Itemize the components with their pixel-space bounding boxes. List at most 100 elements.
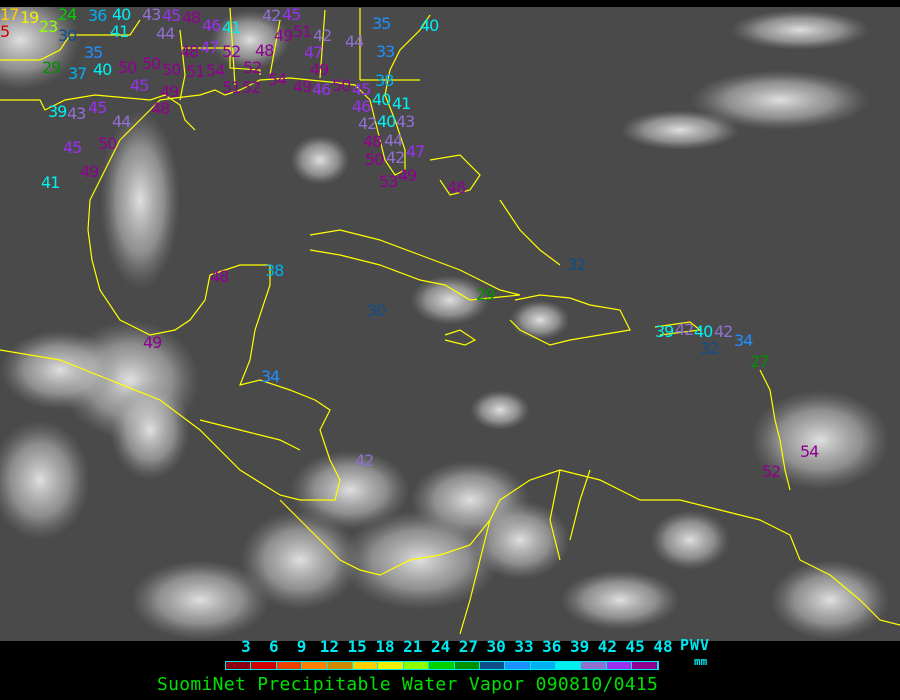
station-pwv-value: 41 xyxy=(110,22,129,41)
station-pwv-value: 52 xyxy=(222,42,241,61)
legend-tick: 21 xyxy=(403,637,423,656)
cloud xyxy=(770,560,890,640)
cloud-layer xyxy=(0,7,890,640)
station-pwv-value: 50 xyxy=(142,54,161,73)
cloud xyxy=(240,510,360,610)
cloud xyxy=(690,70,870,130)
cloud xyxy=(130,560,270,640)
station-pwv-value: 45 xyxy=(130,76,149,95)
legend-tick: 24 xyxy=(430,637,451,656)
station-pwv-value: 39 xyxy=(655,322,674,341)
station-pwv-value: 52 xyxy=(242,78,261,97)
legend-swatch xyxy=(556,662,582,669)
legend-tick: 30 xyxy=(486,637,506,656)
legend-tick: 45 xyxy=(625,637,645,656)
legend-tick: 3 xyxy=(241,637,251,656)
station-pwv-value: 50 xyxy=(98,134,117,153)
station-pwv-value: 53 xyxy=(379,172,398,191)
station-pwv-value: 34 xyxy=(734,331,753,350)
legend-color-bar xyxy=(225,661,659,670)
coastline xyxy=(0,139,341,501)
legend-tick: 48 xyxy=(653,637,673,656)
station-pwv-value: 30 xyxy=(58,26,77,45)
station-pwv-value: 45 xyxy=(282,7,301,24)
legend-swatch xyxy=(226,662,252,669)
station-pwv-value: 42 xyxy=(358,114,377,133)
station-pwv-value: 40 xyxy=(372,90,391,109)
cloud xyxy=(510,300,570,340)
pwv-color-legend: 3 6 9 12 15 18 21 24 27 30 33 36 39 42 45 48 PWV mm Suo… xyxy=(0,637,900,700)
cloud xyxy=(750,390,890,490)
station-pwv-value: 52 xyxy=(243,58,262,77)
cloud xyxy=(470,390,530,430)
coastline xyxy=(654,321,702,336)
legend-swatch xyxy=(454,662,480,669)
legend-swatch xyxy=(479,662,506,669)
station-pwv-value: 49 xyxy=(398,166,417,185)
station-pwv-value: 54 xyxy=(800,442,819,461)
station-pwv-value: 50 xyxy=(162,60,181,79)
station-pwv-value: 51 xyxy=(186,62,205,81)
station-pwv-value: 45 xyxy=(352,80,371,99)
station-pwv-value: 50 xyxy=(332,76,351,95)
station-pwv-value: 48 xyxy=(210,267,229,286)
station-pwv-value: 42 xyxy=(262,7,281,25)
station-pwv-value: 46 xyxy=(312,80,331,99)
station-pwv-value: 45 xyxy=(162,7,181,25)
legend-swatch xyxy=(302,662,328,669)
coastline xyxy=(444,329,477,346)
coastline xyxy=(759,369,791,491)
legend-swatch xyxy=(606,662,633,669)
station-pwv-value: 48 xyxy=(180,42,199,61)
station-pwv-value: 49 xyxy=(80,162,99,181)
coastline xyxy=(199,419,301,451)
legend-swatch xyxy=(378,662,404,669)
cloud xyxy=(560,570,680,630)
cloud xyxy=(0,420,90,540)
station-pwv-value: 47 xyxy=(304,43,323,62)
station-pwv-value: 41 xyxy=(392,94,411,113)
legend-swatch xyxy=(403,662,430,669)
station-pwv-value: 42 xyxy=(675,320,694,339)
station-pwv-value: 51 xyxy=(293,22,312,41)
legend-swatch xyxy=(632,662,658,669)
station-pwv-value: 40 xyxy=(112,7,131,24)
station-pwv-value: 54 xyxy=(206,61,225,80)
cloud xyxy=(0,330,120,410)
station-pwv-value: 40 xyxy=(377,112,396,131)
station-pwv-value: 32 xyxy=(567,255,586,274)
station-pwv-value: 27 xyxy=(750,352,769,371)
legend-swatch xyxy=(276,662,303,669)
cloud xyxy=(0,7,80,90)
station-pwv-value: 49 xyxy=(160,82,179,101)
legend-unit: mm xyxy=(694,655,708,668)
coastline xyxy=(549,469,561,561)
station-pwv-value: 48 xyxy=(447,178,466,197)
legend-swatch xyxy=(429,662,455,669)
legend-tick: 15 xyxy=(347,637,367,656)
station-pwv-value: 49 xyxy=(143,333,162,352)
station-pwv-value: 47 xyxy=(200,38,219,57)
legend-swatch xyxy=(327,662,353,669)
cloud xyxy=(620,110,740,150)
station-pwv-value: 46 xyxy=(352,97,371,116)
station-pwv-value: 34 xyxy=(261,367,280,386)
station-pwv-value: 52 xyxy=(762,462,781,481)
legend-tick: 42 xyxy=(597,637,618,656)
station-pwv-value: 33 xyxy=(376,42,395,61)
legend-swatch xyxy=(581,662,607,669)
coastline xyxy=(459,519,491,635)
cloud xyxy=(290,450,410,530)
station-pwv-value: 24 xyxy=(58,7,77,24)
coastlines-borders xyxy=(0,7,900,635)
station-pwv-value: 50 xyxy=(365,150,384,169)
station-pwv-value: 45 xyxy=(88,98,107,117)
cloud xyxy=(290,135,350,185)
station-pwv-value: 43 xyxy=(142,7,161,24)
legend-unit-label: PWV xyxy=(680,636,711,654)
station-pwv-value: 43 xyxy=(396,112,415,131)
station-pwv-value: 41 xyxy=(41,173,60,192)
coastline xyxy=(182,47,261,75)
satellite-image-map: 17 5 19 24 23 30 36 40 41 43 45 48 46 44 41 42 45 51 49 42 3… xyxy=(0,7,900,641)
station-pwv-value: 44 xyxy=(345,32,364,51)
